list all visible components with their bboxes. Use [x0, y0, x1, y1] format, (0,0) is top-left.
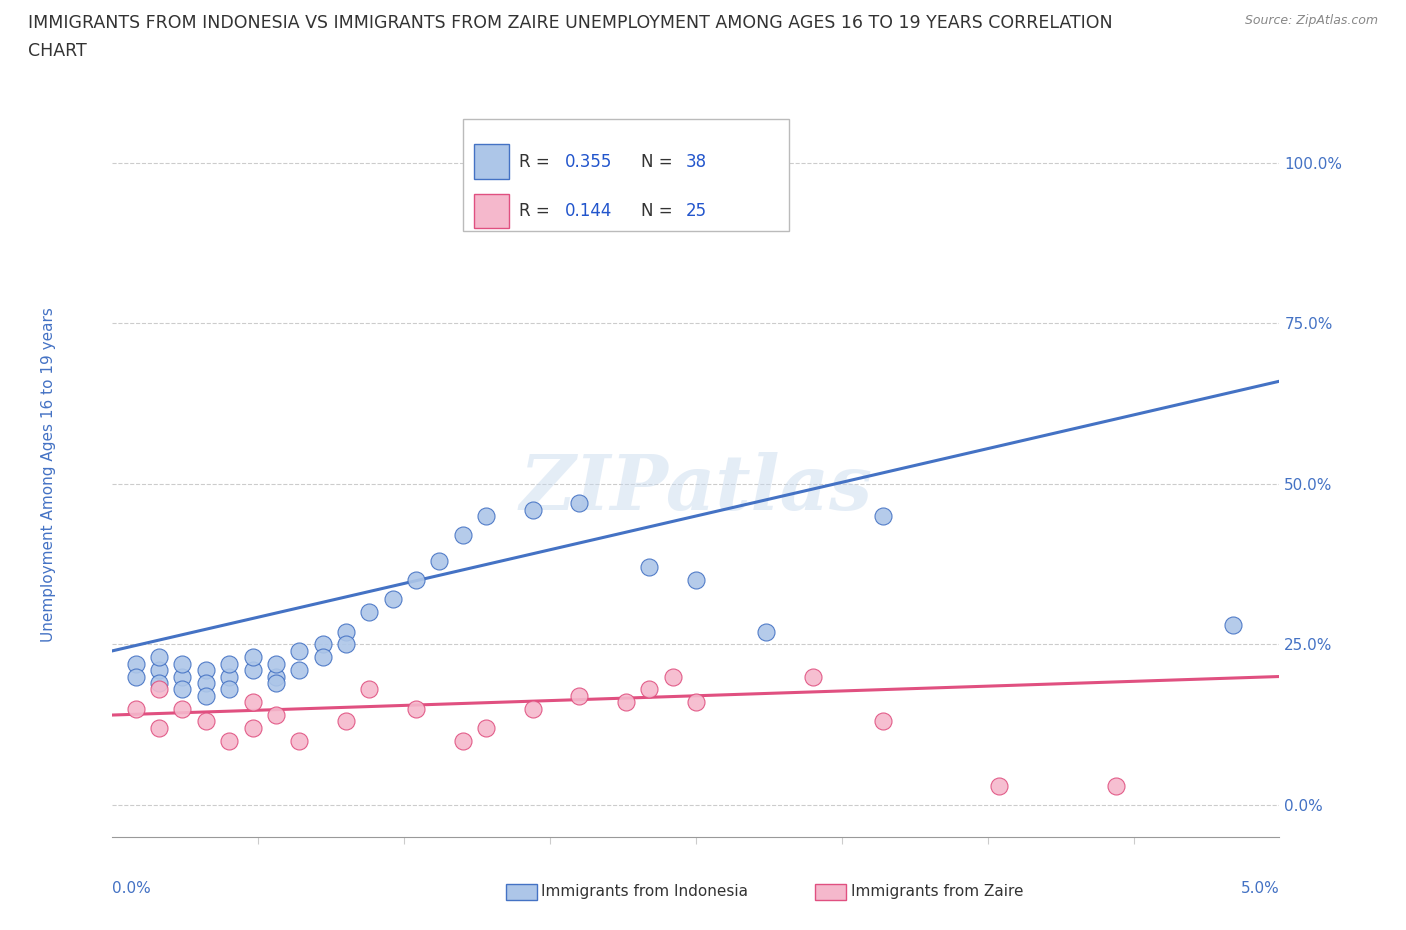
Point — [125, 701, 148, 716]
Point — [172, 701, 194, 716]
Text: R =: R = — [519, 202, 554, 220]
Point — [148, 675, 170, 690]
Point — [172, 657, 194, 671]
Bar — [474, 144, 509, 179]
Text: R =: R = — [519, 153, 554, 170]
Bar — [474, 193, 509, 229]
Point — [522, 502, 544, 517]
Point — [288, 733, 311, 748]
Text: 0.144: 0.144 — [565, 202, 613, 220]
Point — [405, 573, 427, 588]
Text: Source: ZipAtlas.com: Source: ZipAtlas.com — [1244, 14, 1378, 27]
Point — [451, 528, 474, 543]
Point — [311, 637, 333, 652]
Text: Immigrants from Indonesia: Immigrants from Indonesia — [541, 884, 748, 899]
Point — [381, 592, 404, 607]
Point — [405, 701, 427, 716]
Point — [242, 663, 264, 678]
Point — [427, 553, 450, 568]
Point — [1222, 618, 1244, 632]
Point — [685, 573, 707, 588]
Point — [288, 663, 311, 678]
Point — [288, 644, 311, 658]
Text: IMMIGRANTS FROM INDONESIA VS IMMIGRANTS FROM ZAIRE UNEMPLOYMENT AMONG AGES 16 TO: IMMIGRANTS FROM INDONESIA VS IMMIGRANTS … — [28, 14, 1112, 32]
Point — [638, 682, 661, 697]
Text: N =: N = — [641, 202, 678, 220]
Point — [125, 669, 148, 684]
Point — [242, 650, 264, 665]
Text: 0.0%: 0.0% — [112, 881, 152, 896]
Point — [801, 669, 824, 684]
Point — [451, 733, 474, 748]
Point — [475, 509, 498, 524]
Point — [568, 496, 591, 511]
Point — [194, 714, 217, 729]
Point — [194, 663, 217, 678]
Point — [872, 509, 894, 524]
Point — [335, 624, 357, 639]
Text: ZIPatlas: ZIPatlas — [519, 452, 873, 525]
Point — [194, 675, 217, 690]
Point — [335, 714, 357, 729]
Text: 5.0%: 5.0% — [1240, 881, 1279, 896]
Text: Unemployment Among Ages 16 to 19 years: Unemployment Among Ages 16 to 19 years — [41, 307, 56, 642]
Point — [359, 604, 381, 619]
Text: 0.355: 0.355 — [565, 153, 613, 170]
Point — [148, 663, 170, 678]
Bar — [463, 119, 789, 232]
Point — [522, 701, 544, 716]
Text: N =: N = — [641, 153, 678, 170]
Point — [218, 733, 240, 748]
Point — [1105, 778, 1128, 793]
Point — [218, 669, 240, 684]
Point — [264, 657, 287, 671]
Text: 38: 38 — [686, 153, 707, 170]
Point — [638, 560, 661, 575]
Point — [311, 650, 333, 665]
Point — [872, 714, 894, 729]
Point — [242, 721, 264, 736]
Point — [568, 688, 591, 703]
Point — [614, 695, 637, 710]
Point — [264, 669, 287, 684]
Text: Immigrants from Zaire: Immigrants from Zaire — [851, 884, 1024, 899]
Point — [264, 675, 287, 690]
Point — [218, 682, 240, 697]
Point — [148, 721, 170, 736]
Point — [125, 657, 148, 671]
Point — [148, 682, 170, 697]
Point — [264, 708, 287, 723]
Point — [755, 624, 778, 639]
Point — [148, 650, 170, 665]
Point — [988, 778, 1011, 793]
Point — [172, 682, 194, 697]
Point — [242, 695, 264, 710]
Point — [172, 669, 194, 684]
Text: 25: 25 — [686, 202, 707, 220]
Point — [685, 695, 707, 710]
Point — [194, 688, 217, 703]
Point — [359, 682, 381, 697]
Text: CHART: CHART — [28, 42, 87, 60]
Point — [335, 637, 357, 652]
Point — [661, 669, 683, 684]
Point — [475, 721, 498, 736]
Point — [218, 657, 240, 671]
